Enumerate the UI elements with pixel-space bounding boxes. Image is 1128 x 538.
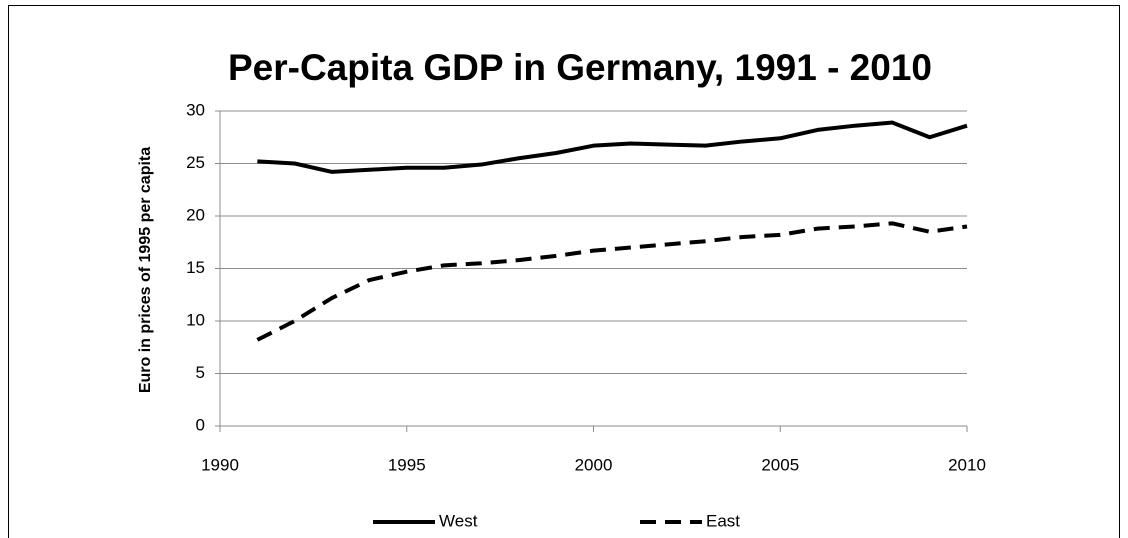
legend-label: West: [439, 511, 478, 530]
y-tick-label: 25: [186, 153, 205, 172]
data-line: [257, 120, 968, 174]
x-tick-label: 1995: [388, 455, 426, 474]
x-tick-label: 1990: [201, 455, 239, 474]
chart-title: Per-Capita GDP in Germany, 1991 - 2010: [228, 47, 932, 88]
y-tick-label: 10: [186, 310, 205, 329]
legend-label: East: [706, 511, 740, 530]
x-tick-label: 2000: [575, 455, 613, 474]
y-tick-label: 5: [196, 363, 205, 382]
y-tick-label: 20: [186, 205, 205, 224]
x-tick-label: 2005: [761, 455, 799, 474]
data-line: [256, 221, 968, 342]
y-tick-label: 30: [186, 100, 205, 119]
y-tick-label: 0: [196, 415, 205, 434]
y-axis-label: Euro in prices of 1995 per capita: [137, 147, 154, 393]
y-tick-label: 15: [186, 258, 205, 277]
chart-frame: [8, 5, 1120, 538]
x-tick-label: 2010: [948, 455, 986, 474]
